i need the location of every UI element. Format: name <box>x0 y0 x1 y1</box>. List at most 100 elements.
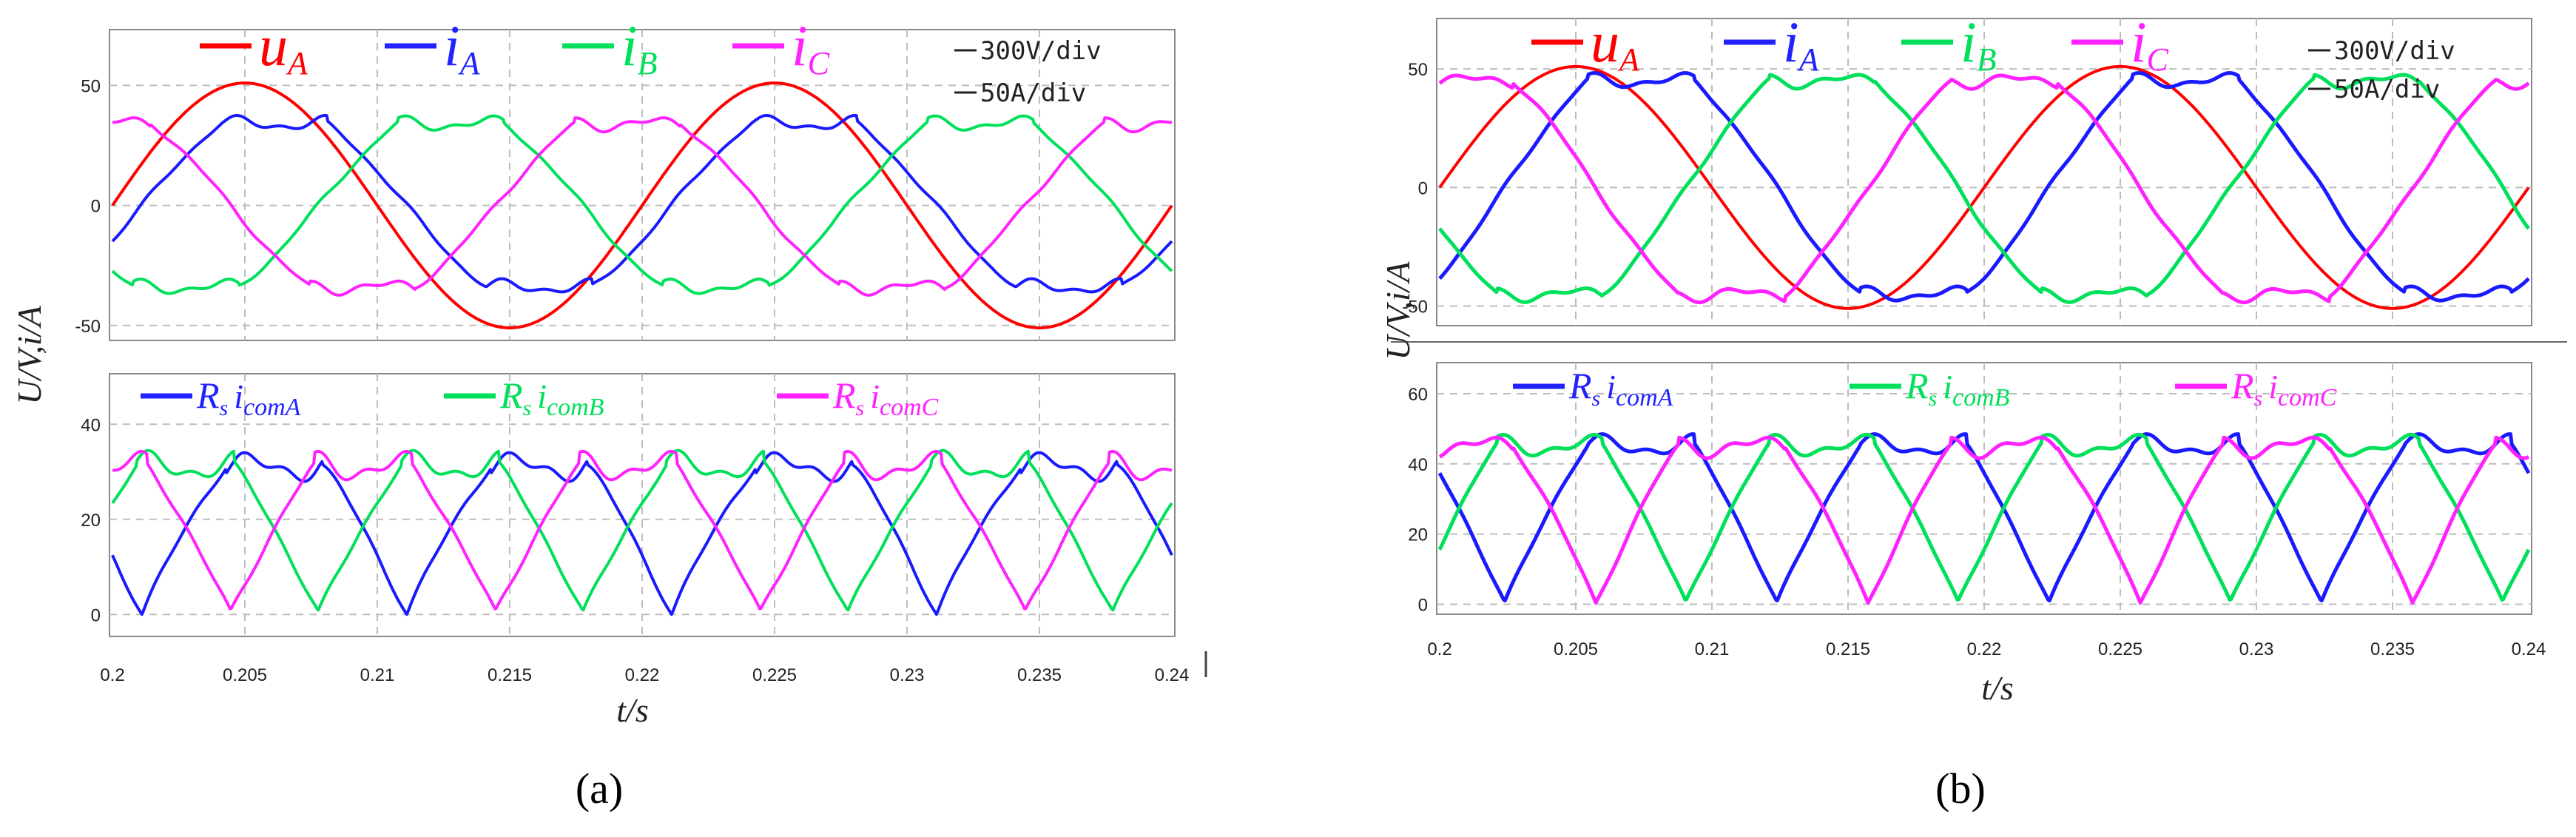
legend-label: iA <box>444 13 481 81</box>
y-tick-label: 40 <box>81 415 101 435</box>
panel-a-top-series <box>111 81 1173 329</box>
y-tick-label: 0 <box>91 605 101 625</box>
legend-label: iB <box>1960 10 1997 78</box>
panel-b-top-yticks: 50 0 -50 <box>1402 60 1428 317</box>
legend-label: Rs icomC <box>2231 365 2337 411</box>
legend-item: uA <box>1531 10 1640 78</box>
panel-a-bottom-grid <box>109 374 1175 636</box>
x-tick-label: 0.235 <box>2370 639 2415 659</box>
panel-b-top-series <box>1438 64 2530 310</box>
y-tick-label: 0 <box>91 197 101 217</box>
legend-label: Rs icomA <box>196 374 301 421</box>
legend-label: Rs icomC <box>832 374 939 421</box>
x-tick-label: 0.21 <box>1695 639 1730 659</box>
panel-a-xticks: 0.2 0.205 0.21 0.215 0.22 0.225 0.23 0.235 0.24 <box>100 665 1189 685</box>
legend-item: iC <box>2071 10 2169 78</box>
x-tick-label: 0.215 <box>488 665 532 685</box>
panel-b-bottom-yticks: 60 40 20 0 <box>1408 385 1428 616</box>
series-iC <box>112 116 1173 297</box>
x-tick-label: 0.2 <box>1427 639 1451 659</box>
panel-b-top-legend: uA iA iB iC <box>1531 10 2169 78</box>
series-iC <box>1438 73 2530 305</box>
panel-b-ylabel: U/V,i/A <box>1379 260 1417 360</box>
panel-a-bottom-series <box>111 448 1173 616</box>
panel-b: 50 0 -50 uA iA iB iC 300V/div 50A/div 60 40 20 0… <box>1379 10 2567 813</box>
legend-item: uA <box>200 13 308 81</box>
panel-b-caption: (b) <box>1935 764 1986 813</box>
y-tick-label: 0 <box>1418 178 1428 198</box>
legend-item: Rs icomC <box>777 374 939 421</box>
y-tick-label: -50 <box>75 317 101 337</box>
panel-b-bottom-legend: Rs icomA Rs icomB Rs icomC <box>1513 365 2337 411</box>
y-tick-label: 20 <box>1408 525 1428 545</box>
annotation-current-scale: 50A/div <box>980 78 1086 108</box>
annotation-current-scale: 50A/div <box>2334 75 2440 104</box>
y-tick-label: 50 <box>81 76 101 96</box>
x-tick-label: 0.22 <box>1967 639 2002 659</box>
legend-label: iB <box>621 13 658 81</box>
legend-item: Rs icomC <box>2175 365 2337 411</box>
panel-a-top-legend: uA iA iB iC <box>200 13 830 81</box>
legend-item: iA <box>385 13 481 81</box>
legend-label: uA <box>1591 10 1640 78</box>
legend-label: iC <box>792 13 830 81</box>
x-tick-label: 0.21 <box>360 665 395 685</box>
panel-b-xlabel: t/s <box>1981 669 2013 707</box>
x-tick-label: 0.24 <box>1155 665 1190 685</box>
series-uA <box>111 81 1173 329</box>
series-iB <box>111 114 1173 295</box>
legend-item: Rs icomB <box>1850 365 2010 411</box>
x-tick-label: 0.2 <box>100 665 124 685</box>
panel-a-bottom-legend: Rs icomA Rs icomB Rs icomC <box>141 374 939 421</box>
panel-b-bottom-grid <box>1437 363 2532 614</box>
legend-item: iB <box>562 13 658 81</box>
legend-label: Rs icomB <box>1905 365 2010 411</box>
series-RsicomA <box>1437 432 2531 602</box>
series-iA <box>111 114 1173 294</box>
series-iA <box>1438 71 2530 303</box>
panel-a-caption: (a) <box>576 764 623 813</box>
series-RsicomC <box>1438 435 2530 605</box>
panel-a-bottom-yticks: 40 20 0 <box>81 415 101 625</box>
panel-b-annotations: 300V/div 50A/div <box>2308 36 2455 104</box>
series-RsicomB <box>1437 433 2531 602</box>
panel-a-top-yticks: 50 0 -50 <box>75 76 101 336</box>
x-tick-label: 0.225 <box>2098 639 2142 659</box>
x-tick-label: 0.205 <box>223 665 267 685</box>
series-uA <box>1438 64 2530 310</box>
legend-label: iA <box>1783 10 1820 78</box>
panel-a-annotations: 300V/div 50A/div <box>954 36 1102 108</box>
x-tick-label: 0.23 <box>2239 639 2274 659</box>
panel-a-xlabel: t/s <box>616 691 648 729</box>
panel-b-top-grid <box>1437 19 2532 326</box>
series-RsicomC <box>112 449 1173 611</box>
y-tick-label: 40 <box>1408 455 1428 475</box>
y-tick-label: 0 <box>1418 596 1428 616</box>
y-tick-label: 60 <box>1408 385 1428 405</box>
panel-a-ylabel: U/V,i/A <box>10 305 48 404</box>
legend-label: uA <box>259 13 308 81</box>
x-tick-label: 0.22 <box>625 665 660 685</box>
y-tick-label: 50 <box>1408 60 1428 80</box>
panel-b-xticks: 0.2 0.205 0.21 0.215 0.22 0.225 0.23 0.235 0.24 <box>1427 639 2546 659</box>
panel-b-bottom-series <box>1437 432 2531 605</box>
annotation-voltage-scale: 300V/div <box>980 36 1102 66</box>
legend-item: Rs icomA <box>141 374 301 421</box>
series-iB <box>1438 73 2530 304</box>
legend-item: iB <box>1901 10 1997 78</box>
legend-label: iC <box>2131 10 2169 78</box>
x-tick-label: 0.215 <box>1826 639 1870 659</box>
legend-item: iC <box>732 13 830 81</box>
y-tick-label: -50 <box>1402 298 1428 317</box>
legend-item: iA <box>1724 10 1820 78</box>
series-RsicomA <box>111 451 1173 616</box>
panel-a: 50 0 -50 uA iA iB iC 300V/div 50A/div 40 20 0 R… <box>10 13 1207 813</box>
x-tick-label: 0.23 <box>890 665 925 685</box>
x-tick-label: 0.235 <box>1017 665 1062 685</box>
legend-label: Rs icomA <box>1568 365 1673 411</box>
legend-label: Rs icomB <box>499 374 604 421</box>
x-tick-label: 0.205 <box>1554 639 1598 659</box>
x-tick-label: 0.24 <box>2512 639 2546 659</box>
x-tick-label: 0.225 <box>752 665 797 685</box>
